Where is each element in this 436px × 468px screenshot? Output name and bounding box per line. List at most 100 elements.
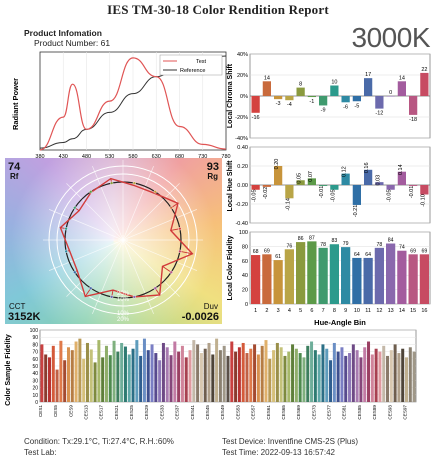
bin-number: 10 (354, 308, 360, 314)
ytick-label: 10 (32, 393, 38, 399)
sample-bar (397, 353, 401, 402)
sample-bar (340, 347, 344, 402)
ytick-label: 100 (30, 328, 39, 334)
sample-bar (192, 340, 196, 402)
sample-bar (302, 357, 306, 402)
cvg-bin-point (178, 227, 182, 231)
bin-bar-label: -16 (252, 115, 260, 121)
spd-xtick: 530 (105, 154, 114, 160)
bin-bar-label: -18 (409, 117, 417, 123)
spd-ylabel: Radiant Power (11, 78, 20, 130)
sample-xtick: CES33 (159, 405, 164, 420)
sample-xtick: CES85 (357, 405, 362, 420)
ytick-label: 50 (32, 364, 38, 370)
ytick-label: 40 (242, 273, 248, 279)
cvg-shift-arrow (84, 287, 92, 297)
sample-bar (203, 348, 207, 402)
sample-bar (249, 348, 253, 402)
sample-bar (294, 348, 298, 402)
sample-bar (268, 358, 272, 402)
bin-bar-label: 8 (299, 82, 302, 88)
sample-bar (40, 344, 44, 402)
cvg-bin-point (64, 249, 68, 253)
fidelity-bar (273, 260, 283, 304)
sample-bar (401, 348, 405, 402)
bin-bar-label: -12 (375, 111, 383, 117)
sample-bar (264, 340, 268, 402)
ytick-label: 60 (32, 357, 38, 363)
sample-bar (283, 355, 287, 402)
bin-bar (352, 96, 361, 102)
fidelity-bar (296, 242, 306, 304)
sample-xtick: CES37 (175, 405, 180, 420)
sample-xtick: CES89 (372, 405, 377, 420)
samples-ylabel: Color Sample Fidelity (5, 334, 12, 406)
cvg-hue-ray (92, 165, 124, 241)
sample-bar (215, 338, 219, 402)
cvg-bin-point (89, 286, 93, 290)
sample-bar (412, 351, 416, 402)
hue-ylabel: Local Hue Shift (227, 160, 234, 212)
sample-bar (348, 353, 352, 402)
spd-legend: Test Reference (159, 54, 223, 76)
bin-bar-label: -4 (287, 102, 292, 108)
cvg-mid-ring (56, 173, 190, 307)
bin-bar (386, 185, 395, 190)
ytick-label: 0.40 (237, 145, 248, 151)
bin-bar (409, 185, 418, 186)
sample-bar (47, 357, 51, 402)
bin-bar-label: 17 (365, 72, 371, 78)
bin-bar-label: -0.14 (285, 198, 291, 211)
legend-test: Test (196, 59, 207, 65)
sample-bar (154, 353, 158, 402)
sample-bar (199, 353, 203, 402)
sample-bar (93, 362, 97, 402)
bin-bar-label: 22 (421, 67, 427, 73)
fidelity-bar (262, 254, 272, 304)
bin-bar-label: 14 (399, 75, 405, 81)
sample-bar (279, 347, 283, 402)
sample-bar (70, 350, 74, 402)
ytick-label: 0% (240, 94, 248, 100)
bin-bar-label: -0.10 (420, 194, 426, 207)
sample-bar (78, 338, 82, 402)
sample-bar (139, 355, 143, 402)
bin-number: 2 (265, 308, 268, 314)
footer-right: Test Device: Inventfine CMS-2S (Plus) Te… (222, 436, 358, 458)
sample-bar (116, 351, 120, 402)
sample-bar (74, 341, 78, 402)
sample-xtick: CES81 (342, 405, 347, 420)
test-time: Test Time: 2022-09-13 16:57:42 (222, 448, 335, 457)
ytick-label: -0.40 (235, 221, 248, 227)
bin-number: 15 (410, 308, 416, 314)
sample-bar (241, 342, 245, 402)
sample-bar (370, 354, 374, 402)
ytick-label: 0 (35, 400, 38, 406)
bin-bar-label: -0.05 (252, 189, 258, 202)
sample-bar (336, 351, 340, 402)
bin-bar (375, 182, 384, 185)
sample-bar (104, 345, 108, 402)
sample-xtick: CES73 (311, 405, 316, 420)
cvg-outer-ring (48, 165, 198, 315)
bin-bar (307, 96, 316, 98)
sample-bar (196, 344, 200, 402)
condition-text: Condition: Tx:29.1°C, Ti:27.4°C, R.H.:60… (24, 437, 174, 446)
cvg-bin-point (73, 206, 77, 210)
sample-bar (184, 357, 188, 402)
ring-label: 10% (117, 297, 130, 303)
duv-label: Duv (204, 302, 218, 311)
spd-xtick: 380 (35, 154, 44, 160)
sample-bar (321, 344, 325, 402)
ring-label: 20% (117, 317, 130, 323)
bin-bar-label: -0.05 (330, 189, 336, 202)
spd-xtick: 630 (152, 154, 161, 160)
ring-label: 10% (117, 311, 130, 317)
fidelity-bar-label: 64 (365, 252, 371, 258)
fidelity-xlabel: Hue-Angle Bin (314, 318, 366, 327)
bin-bar (319, 185, 328, 186)
bin-number: 5 (299, 308, 302, 314)
fidelity-bar-label: 87 (309, 235, 315, 241)
cvg-hue-ray (122, 239, 198, 271)
bin-bar (296, 87, 305, 96)
